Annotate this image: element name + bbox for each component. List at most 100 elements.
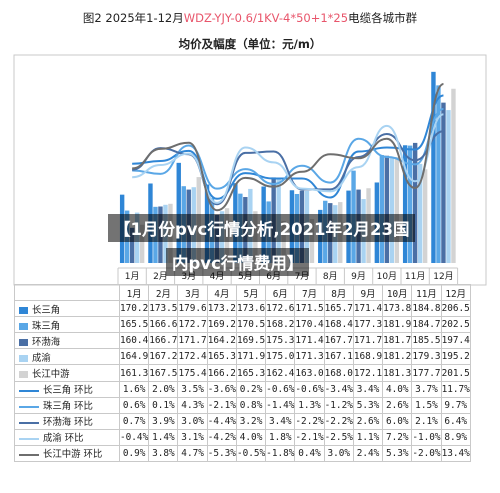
- x-tick-label: 10月: [377, 271, 397, 282]
- table-cell: 171.4: [294, 332, 325, 350]
- table-cell: 177.7: [411, 364, 442, 382]
- table-cell: 7.2%: [382, 428, 413, 446]
- legend-entry: 长三角: [14, 300, 120, 318]
- bar: [422, 169, 428, 263]
- table-cell: 165.5: [118, 316, 150, 334]
- table-column-header: 11月: [411, 283, 442, 302]
- table-column-header: 10月: [382, 283, 413, 302]
- table-column-header: 6月: [265, 283, 296, 302]
- table-cell: -5.3%: [206, 444, 237, 463]
- table-column-header: 9月: [352, 283, 384, 302]
- table-cell: 171.7: [177, 332, 208, 350]
- bar: [129, 227, 135, 263]
- table-cell: 195.2: [440, 348, 471, 366]
- table-cell: 4.0%: [235, 428, 267, 446]
- table-row: 长三角 环比 1.6% 2.0% 3.5% -3.6% 0.2% -0.6% -0.6% -3.…: [14, 380, 471, 398]
- legend-label: 长江中游 环比: [43, 449, 103, 461]
- legend-swatch-line: [19, 453, 39, 456]
- legend-swatch-box: [19, 306, 28, 314]
- table-cell: -4.2%: [206, 428, 237, 446]
- table-cell: 13.4%: [440, 444, 471, 463]
- table-column-header: 12月: [440, 283, 471, 302]
- table-cell: 168.4: [323, 316, 354, 334]
- table-cell: 2.0%: [148, 380, 179, 398]
- table-row: 长江中游 环比 0.9% 3.8% 4.7% -5.3% -0.5% -1.8% 0.4% 3.…: [14, 444, 471, 463]
- table-column-header: 1月: [118, 283, 150, 302]
- legend-label: 环渤海 环比: [43, 417, 93, 429]
- table-cell: 4.3%: [177, 396, 208, 414]
- table-cell: -0.4%: [118, 428, 150, 446]
- bar: [379, 155, 385, 263]
- table-cell: 3.2%: [235, 412, 267, 430]
- legend-swatch-line: [19, 437, 39, 440]
- table-cell: -1.2%: [323, 396, 354, 414]
- table-cell: 4.7%: [177, 444, 208, 463]
- table-cell: 184.7: [411, 316, 442, 334]
- table-cell: 160.4: [118, 332, 150, 350]
- table-cell: 197.4: [440, 332, 471, 350]
- table-cell: 171.3: [294, 348, 325, 366]
- table-cell: 167.2: [148, 348, 179, 366]
- legend-entry: 长三角 环比: [14, 380, 120, 398]
- legend-label: 长三角: [32, 304, 61, 316]
- table-cell: 1.5%: [411, 396, 442, 414]
- table-cell: 172.4: [177, 348, 208, 366]
- table-cell: 1.6%: [118, 380, 150, 398]
- table-cell: 179.6: [177, 300, 208, 318]
- table-cell: 5.3%: [382, 444, 413, 463]
- table-cell: -2.0%: [411, 444, 442, 463]
- table-cell: 172.1: [352, 364, 384, 382]
- legend-entry: 成渝: [14, 348, 120, 366]
- table-cell: 3.9%: [148, 412, 179, 430]
- table-cell: 3.1%: [177, 428, 208, 446]
- table-cell: 166.6: [148, 316, 179, 334]
- x-tick-label: 11月: [405, 271, 425, 282]
- bar: [441, 102, 446, 263]
- table-cell: 181.2: [382, 348, 413, 366]
- overlay-line-1: 【1月份pvc行情分析,2021年2月23国: [108, 214, 416, 242]
- bar: [281, 221, 286, 263]
- table-cell: -2.1%: [206, 396, 237, 414]
- bar: [436, 85, 441, 263]
- table-cell: 179.3: [411, 348, 442, 366]
- table-cell: 181.7: [382, 332, 413, 350]
- table-cell: 166.7: [148, 332, 179, 350]
- table-cell: 169.5: [235, 332, 267, 350]
- table-cell: 175.3: [265, 332, 296, 350]
- legend-label: 长三角 环比: [43, 385, 93, 397]
- bar: [402, 145, 408, 263]
- bar: [451, 88, 456, 263]
- table-cell: 165.3: [235, 364, 267, 382]
- bar: [431, 71, 436, 263]
- table-cell: 3.0%: [177, 412, 208, 430]
- table-cell: 1.3%: [294, 396, 325, 414]
- table-cell: -1.0%: [411, 428, 442, 446]
- table-cell: -3.6%: [206, 380, 237, 398]
- table-cell: 164.2: [206, 332, 237, 350]
- bar: [407, 145, 413, 263]
- legend-swatch-box: [19, 338, 28, 346]
- legend-swatch-line: [19, 389, 39, 392]
- chart-title: 图2 2025年1-12月WDZ-YJY-0.6/1KV-4*50+1*25电缆…: [0, 10, 500, 26]
- table-cell: 181.3: [382, 364, 413, 382]
- table-cell: 206.5: [440, 300, 471, 318]
- x-tick-label: 1月: [125, 271, 140, 282]
- bar: [384, 155, 390, 263]
- legend-label: 成渝 环比: [43, 433, 84, 445]
- x-tick-label: 4月: [210, 271, 225, 282]
- table-cell: 6.0%: [382, 412, 413, 430]
- table-cell: 169.2: [206, 316, 237, 334]
- legend-swatch-box: [19, 354, 28, 362]
- x-tick-label: 9月: [351, 271, 366, 282]
- table-cell: 3.0%: [323, 444, 354, 463]
- table-cell: 168.2: [265, 316, 296, 334]
- table-cell: 167.1: [323, 348, 354, 366]
- table-cell: 171.9: [235, 348, 267, 366]
- table-cell: 8.9%: [440, 428, 471, 446]
- table-cell: 166.2: [206, 364, 237, 382]
- legend-label: 环渤海: [32, 336, 61, 348]
- chart-title-prefix: 图2 2025年1-12月: [82, 11, 184, 25]
- table-column-header: 2月: [148, 283, 179, 302]
- overlay-banner: 【1月份pvc行情分析,2021年2月23国 内pvc行情费用】: [0, 212, 500, 288]
- table-row: 环渤海 环比 0.7% 3.9% 3.0% -4.4% 3.2% 3.4% -2.2% -2.2…: [14, 412, 471, 430]
